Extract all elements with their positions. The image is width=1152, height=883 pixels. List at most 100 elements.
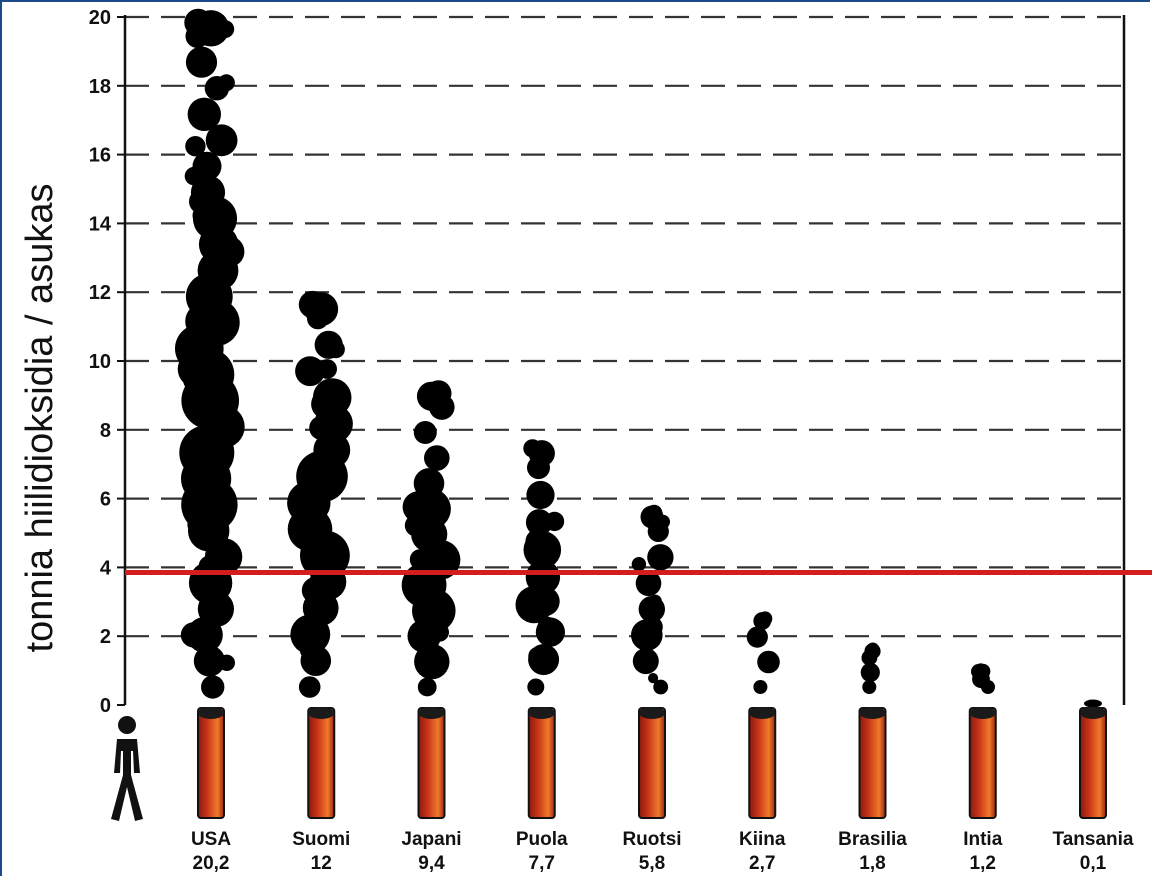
smoke-puff [746,626,768,648]
chimney-usa [197,707,225,819]
smoke-puff [189,189,214,214]
smoke-plume-tansania [1084,699,1102,708]
chimney-kiina [748,707,777,819]
chimney-body [638,707,666,819]
smoke-puff [975,663,991,679]
chimney-body [417,707,446,819]
y-tick-label: 14 [89,213,112,235]
value-label: 9,4 [418,853,445,874]
smoke-puff [757,650,780,674]
value-label: 12 [311,853,332,874]
y-tick-label: 20 [89,7,111,29]
category-label: Brasilia [838,829,907,850]
chimney-body [527,707,556,819]
smoke-puff [218,654,235,671]
smoke-puff [217,74,235,92]
smoke-puff [426,447,440,461]
smoke-plume-kiina [746,611,780,694]
smoke-puff [544,511,565,532]
smoke-plume-puola [515,439,566,696]
smoke-puff [537,616,559,639]
smoke-puff [526,480,555,510]
chimney-top [418,707,445,719]
smoke-puff [185,46,218,78]
smoke-puff [304,292,339,326]
y-tick-label: 12 [89,282,111,304]
smoke-puff [631,557,647,572]
chimney-intia [968,707,997,819]
gridlines [125,15,1124,638]
smoke-puff [185,136,206,157]
smoke-plume-suomi [287,290,353,698]
smoke-puff [193,645,225,677]
person-head [118,716,136,734]
smoke-puff [192,10,230,47]
smoke-plume-brasilia [860,642,881,694]
smoke-puff [409,549,431,570]
axes: 0 2 4 6 8 10 12 14 16 18 20 [89,7,1126,717]
chimney-body [1079,707,1107,819]
smoke-puff [187,97,221,131]
y-tick-label: 16 [89,145,111,167]
smoke-puff [530,586,560,617]
category-label: Tansania [1053,829,1134,850]
chimney-top [308,707,335,719]
smoke-puff [317,359,337,379]
chimney-body [748,707,777,819]
chimney-japani [417,707,446,819]
y-tick-label: 2 [100,626,111,648]
smoke-plume-intia [971,663,995,694]
y-axis-label: tonnia hiilidioksidia / asukas [19,184,61,653]
smoke-puff [640,616,663,638]
smoke-puff [647,544,674,571]
smoke-plume-usa [175,8,245,699]
value-label: 5,8 [639,853,665,874]
smoke-puff [640,505,664,529]
smoke-puff [1084,699,1102,708]
smoke-puff [527,678,545,696]
chimney-brasilia [858,707,887,819]
smoke-puff [753,612,772,630]
smoke-puff [325,441,349,466]
smoke-puff [205,124,238,157]
chimney-puola [527,707,556,819]
smoke-puff [525,509,553,536]
smoke-puff [648,594,662,608]
smoke-puff [653,679,669,695]
chimney-suomi [307,707,336,819]
person-body [111,739,143,821]
chimney-top [749,707,776,719]
chimney-body [858,707,887,819]
smoke-plume-ruotsi [631,504,674,695]
category-label: Japani [401,829,461,850]
smoke-puff [311,388,342,420]
value-label: 7,7 [529,853,555,874]
smoke-puff [635,570,662,597]
smoke-puff [413,468,445,499]
smoke-puff [528,647,547,665]
smoke-puff [862,680,877,694]
category-label: USA [191,829,231,850]
y-tick-label: 6 [100,489,111,511]
value-label: 1,8 [859,853,885,874]
chimney-top [1080,707,1106,719]
value-label: 1,2 [970,853,996,874]
smoke-puff [525,528,552,555]
smoke-plumes [175,8,1102,708]
smoke-puff [295,356,325,387]
chimney-top [859,707,886,719]
person-icon-group [111,716,143,821]
chimney-body [197,707,225,819]
smoke-puff [201,675,225,699]
value-label: 2,7 [749,853,775,874]
person-icon [111,716,143,821]
value-label: 20,2 [193,853,230,874]
smoke-puff [753,680,768,694]
y-tick-label: 18 [89,76,111,98]
smoke-puff [529,574,548,593]
smoke-puff [416,381,447,411]
smoke-puff [402,491,434,523]
smoke-puff [301,577,329,604]
